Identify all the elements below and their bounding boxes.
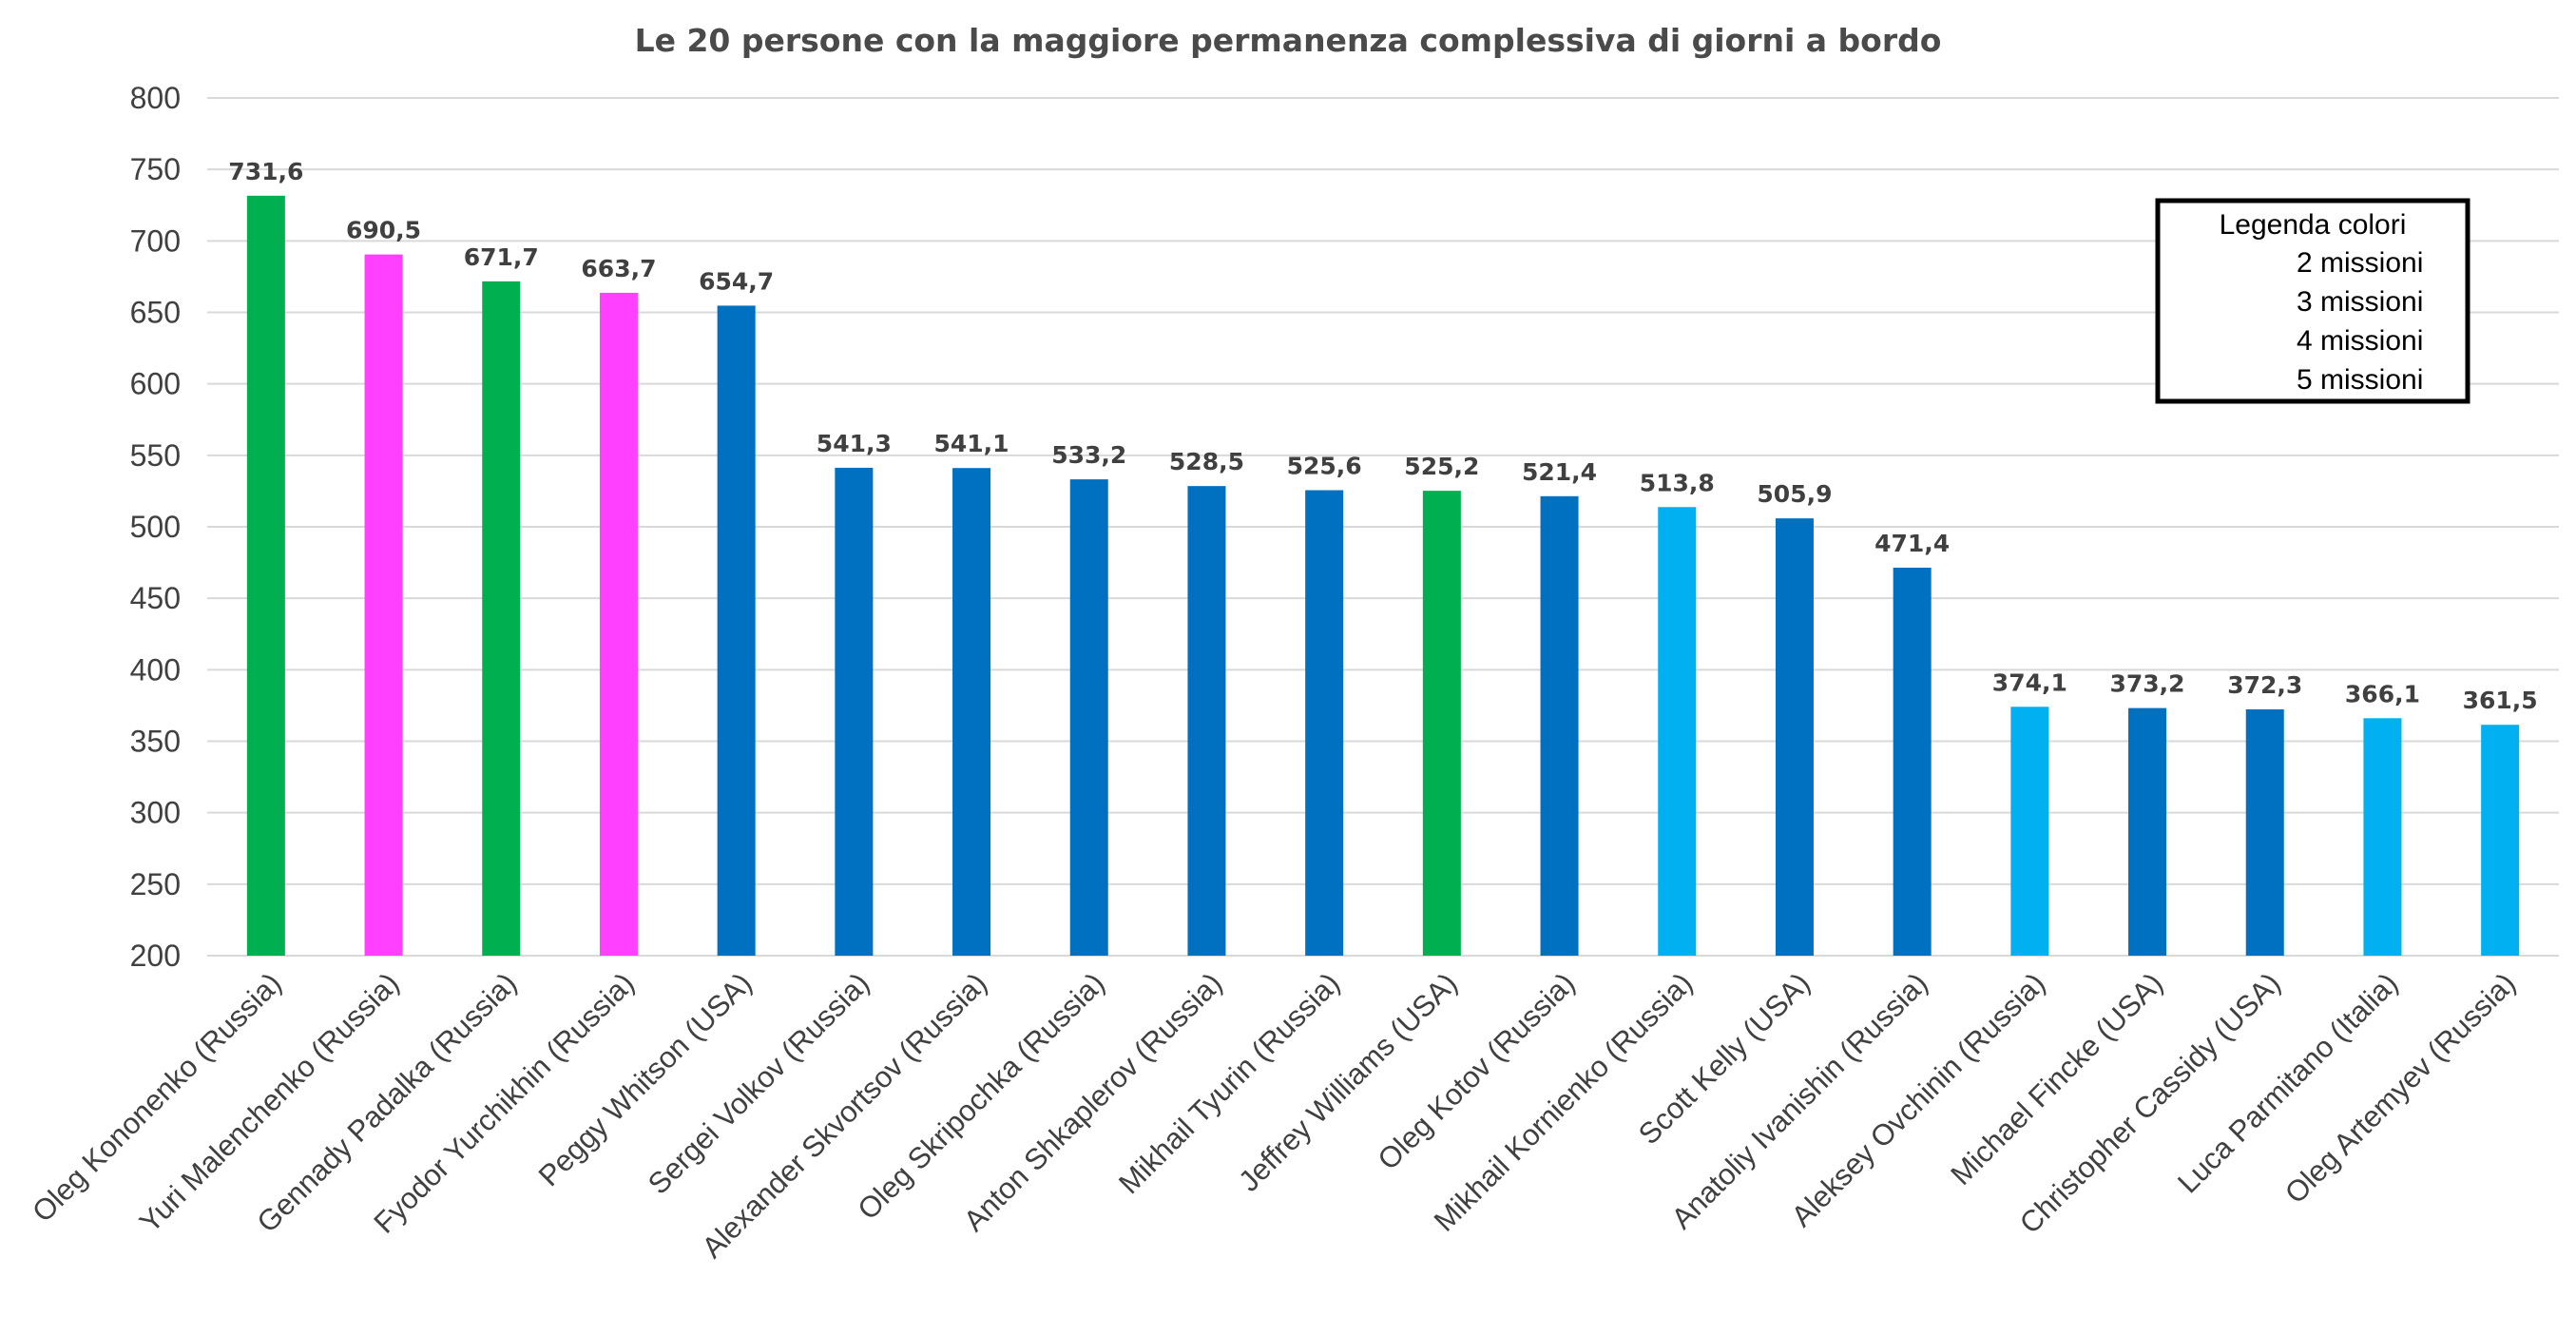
- bar: [1422, 491, 1461, 956]
- y-tick-label: 250: [130, 867, 181, 901]
- y-tick-label: 500: [130, 510, 181, 544]
- legend-entry-label: 4 missioni: [2297, 325, 2423, 357]
- y-tick-label: 300: [130, 796, 181, 830]
- data-label: 533,2: [1051, 441, 1126, 469]
- data-label: 361,5: [2463, 687, 2538, 714]
- y-tick-label: 200: [130, 939, 181, 973]
- legend: Legenda colori 2 missioni 3 missioni 4 mis…: [2155, 198, 2470, 404]
- bar: [2128, 707, 2167, 956]
- bar: [2363, 718, 2402, 956]
- y-tick-label: 600: [130, 367, 181, 401]
- data-label: 366,1: [2345, 680, 2420, 707]
- data-label: 690,5: [346, 217, 421, 244]
- bar: [1775, 518, 1814, 956]
- data-labels: 731,6 690,5 671,7 663,7 654,7 541,3 541,1 533,2…: [228, 158, 2537, 714]
- data-label: 505,9: [1757, 480, 1832, 508]
- bar: [1069, 479, 1108, 956]
- data-label: 471,4: [1874, 530, 1950, 557]
- data-label: 528,5: [1169, 448, 1244, 475]
- y-tick-label: 450: [130, 581, 181, 615]
- bars: [246, 195, 2520, 957]
- bar: [717, 305, 756, 956]
- data-label: 671,7: [464, 243, 539, 271]
- legend-entry-label: 5 missioni: [2297, 364, 2423, 396]
- data-label: 372,3: [2227, 671, 2302, 699]
- chart-title: Le 20 persone con la maggiore permanenza…: [635, 22, 1942, 59]
- bar: [1305, 490, 1344, 956]
- data-label: 731,6: [228, 158, 303, 185]
- data-label: 541,1: [934, 430, 1009, 457]
- bar: [1540, 495, 1579, 956]
- y-tick-label: 650: [130, 296, 181, 330]
- legend-frame: [2155, 198, 2470, 404]
- y-tick-label: 400: [130, 652, 181, 687]
- legend-entry-label: 3 missioni: [2297, 286, 2423, 318]
- bar: [246, 195, 285, 956]
- y-tick-label: 350: [130, 725, 181, 759]
- data-label: 521,4: [1522, 458, 1597, 486]
- data-label: 541,3: [817, 430, 892, 457]
- data-label: 525,2: [1404, 453, 1479, 480]
- data-label: 654,7: [699, 267, 774, 295]
- y-tick-label: 700: [130, 223, 181, 258]
- y-tick-label: 750: [130, 152, 181, 186]
- legend-entry-label: 2 missioni: [2297, 247, 2423, 279]
- bar: [1187, 486, 1226, 956]
- data-label: 525,6: [1287, 453, 1362, 480]
- bar: [2481, 725, 2520, 956]
- y-tick-label: 800: [130, 81, 181, 115]
- bar: [1893, 567, 1932, 956]
- data-label: 373,2: [2110, 670, 2185, 698]
- bar: [482, 281, 521, 956]
- bar: [364, 254, 403, 956]
- bar: [835, 467, 874, 956]
- y-axis-tick-labels: 200 250 300 350 400 450 500 550 600 650 700 750 800: [130, 81, 181, 973]
- legend-title: Legenda colori: [2220, 209, 2407, 241]
- bar: [599, 292, 638, 957]
- data-label: 374,1: [1992, 668, 2067, 696]
- y-tick-label: 550: [130, 438, 181, 473]
- bar: [1658, 507, 1697, 956]
- bar: [952, 468, 991, 956]
- bar: [2245, 708, 2284, 956]
- data-label: 513,8: [1640, 469, 1715, 496]
- bar: [2010, 707, 2049, 956]
- data-label: 663,7: [581, 255, 656, 282]
